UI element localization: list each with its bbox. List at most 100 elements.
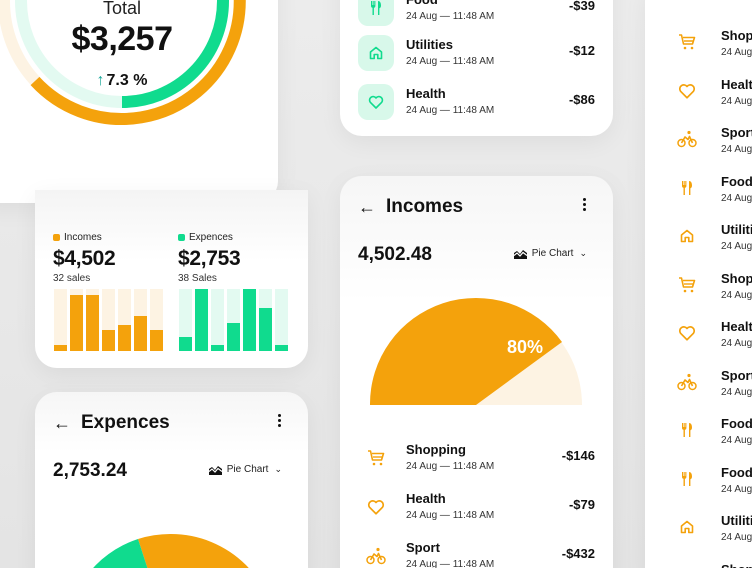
transaction-row[interactable]: Health 24 Aug — 11:48 AM -$86 [358, 84, 595, 124]
list-item[interactable]: Shopping 24 Aug — 11:48 AM [645, 562, 752, 568]
transaction-row[interactable]: Sport 24 Aug — 11:48 AM -$432 [358, 538, 595, 568]
list-item[interactable]: Utilities 24 Aug — 11:48 AM [645, 222, 752, 266]
bar [275, 289, 288, 351]
expences-value: $2,753 [178, 247, 241, 270]
list-item-name: Sport [721, 367, 752, 383]
transaction-amount: -$86 [568, 92, 595, 107]
transaction-time: 24 Aug — 11:48 AM [406, 510, 495, 521]
expences-header: ← Expences [53, 412, 170, 434]
transaction-row[interactable]: Health 24 Aug — 11:48 AM -$79 [358, 489, 595, 529]
bar [259, 289, 272, 351]
list-item-time: 24 Aug — 11:48 AM [721, 95, 752, 107]
list-item-time: 24 Aug — 11:48 AM [721, 338, 752, 349]
incomes-sales: 32 sales [53, 273, 91, 284]
heart-icon [362, 493, 390, 521]
kebab-menu-icon[interactable] [278, 414, 282, 429]
transaction-time: 24 Aug — 11:48 AM [406, 559, 495, 568]
list-item-time: 24 Aug — 11:48 AM [721, 47, 752, 58]
list-item[interactable]: Food 24 Aug — 11:48 AM [645, 174, 752, 218]
total-amount: $3,257 [71, 20, 174, 58]
change-percent: 7.3 % [106, 72, 148, 89]
bar [195, 289, 208, 351]
cart-icon [675, 30, 699, 54]
total-card: Total $3,257 ↑ 7.3 % [0, 0, 278, 203]
bar-fill [86, 295, 99, 351]
bar-fill [70, 295, 83, 351]
list-item-name: Food [721, 464, 752, 480]
list-item-time: 24 Aug — 11:48 AM [721, 435, 752, 446]
home-icon [358, 35, 394, 71]
bar-fill [259, 307, 272, 351]
home-icon [675, 515, 699, 539]
arrow-up-icon: ↑ [96, 72, 105, 89]
home-icon [675, 224, 699, 248]
food-icon [675, 176, 699, 200]
chart-type-label: Pie Chart [226, 464, 269, 475]
transaction-name: Food [406, 0, 438, 7]
heart-icon [675, 321, 699, 345]
bar-fill [134, 316, 147, 351]
list-item[interactable]: Food 24 Aug — 11:48 AM [645, 416, 752, 460]
transaction-amount: -$39 [568, 0, 595, 13]
heart-icon [675, 79, 699, 103]
incomes-card: ← Incomes 4,502.48 Pie Chart ⌄ 80% Shopp… [340, 176, 613, 568]
food-icon [358, 0, 394, 26]
list-item-time: 24 Aug — 11:48 AM [721, 144, 752, 155]
transaction-row[interactable]: Shopping 24 Aug — 11:48 AM -$146 [358, 440, 595, 480]
bar-fill [102, 329, 115, 351]
card-title: Incomes [386, 196, 464, 217]
bar-fill [54, 344, 67, 351]
bar [118, 289, 131, 351]
chart-icon [208, 465, 222, 475]
bar [227, 289, 240, 351]
list-item[interactable]: Food 24 Aug — 11:48 AM [645, 465, 752, 509]
transaction-row[interactable]: Utilities 24 Aug — 11:48 AM -$12 [358, 35, 595, 75]
bar-fill [211, 344, 224, 351]
list-item-time: 24 Aug — 11:48 AM [721, 532, 752, 543]
arrow-left-icon[interactable]: ← [53, 412, 71, 433]
list-item-time: 24 Aug — 11:48 AM [721, 192, 752, 204]
bar-fill [195, 289, 208, 351]
incomes-bar-chart [54, 289, 163, 351]
bar [70, 289, 83, 351]
cart-icon [675, 564, 699, 568]
food-icon [675, 467, 699, 491]
transaction-name: Shopping [406, 442, 466, 457]
pie-percent-label: 80% [507, 337, 543, 357]
list-item[interactable]: Utilities 24 Aug — 11:48 AM [645, 513, 752, 557]
transaction-time: 24 Aug — 11:48 AM [406, 56, 495, 67]
total-change: ↑ 7.3 % [22, 72, 222, 90]
list-item-time: 24 Aug — 11:48 AM [721, 241, 752, 252]
legend-label: Incomes [64, 232, 102, 243]
list-item[interactable]: Shopping 24 Aug — 11:48 AM [645, 271, 752, 315]
bike-icon [675, 127, 699, 151]
list-item[interactable]: Health 24 Aug — 11:48 AM [645, 77, 752, 121]
list-item-name: Food [721, 173, 752, 189]
list-item[interactable]: Sport 24 Aug — 11:48 AM [645, 368, 752, 412]
transaction-row[interactable]: Food 24 Aug — 11:48 AM -$39 [358, 0, 595, 30]
chart-type-dropdown[interactable]: Pie Chart ⌄ [513, 248, 587, 259]
chart-type-dropdown[interactable]: Pie Chart ⌄ [208, 464, 282, 475]
bar-fill [150, 329, 163, 351]
list-item-name: Shopping [721, 270, 752, 286]
list-item[interactable]: Shopping 24 Aug — 11:48 AM [645, 28, 752, 72]
arrow-left-icon[interactable]: ← [358, 196, 376, 217]
transaction-amount: -$146 [561, 448, 595, 463]
list-item-name: Shopping [721, 28, 752, 43]
list-item[interactable]: Sport 24 Aug — 11:48 AM [645, 125, 752, 169]
food-icon [675, 418, 699, 442]
stats-card: Incomes $4,502 32 sales Expences $2,753 … [35, 190, 308, 368]
chart-icon [513, 249, 527, 259]
expences-stat: Expences $2,753 38 Sales [178, 232, 241, 284]
chevron-down-icon: ⌄ [274, 464, 282, 474]
kebab-menu-icon[interactable] [583, 198, 587, 213]
total-title: Total [102, 0, 142, 18]
bar [54, 289, 67, 351]
list-item-time: 24 Aug — 11:48 AM [721, 289, 752, 301]
expences-card: ← Expences 2,753.24 Pie Chart ⌄ [35, 392, 308, 568]
list-item[interactable]: Health 24 Aug — 11:48 AM [645, 319, 752, 363]
legend-label: Expences [189, 232, 233, 243]
list-item-name: Health [721, 76, 752, 92]
total-ring-chart [0, 0, 246, 125]
cart-icon [362, 444, 390, 472]
